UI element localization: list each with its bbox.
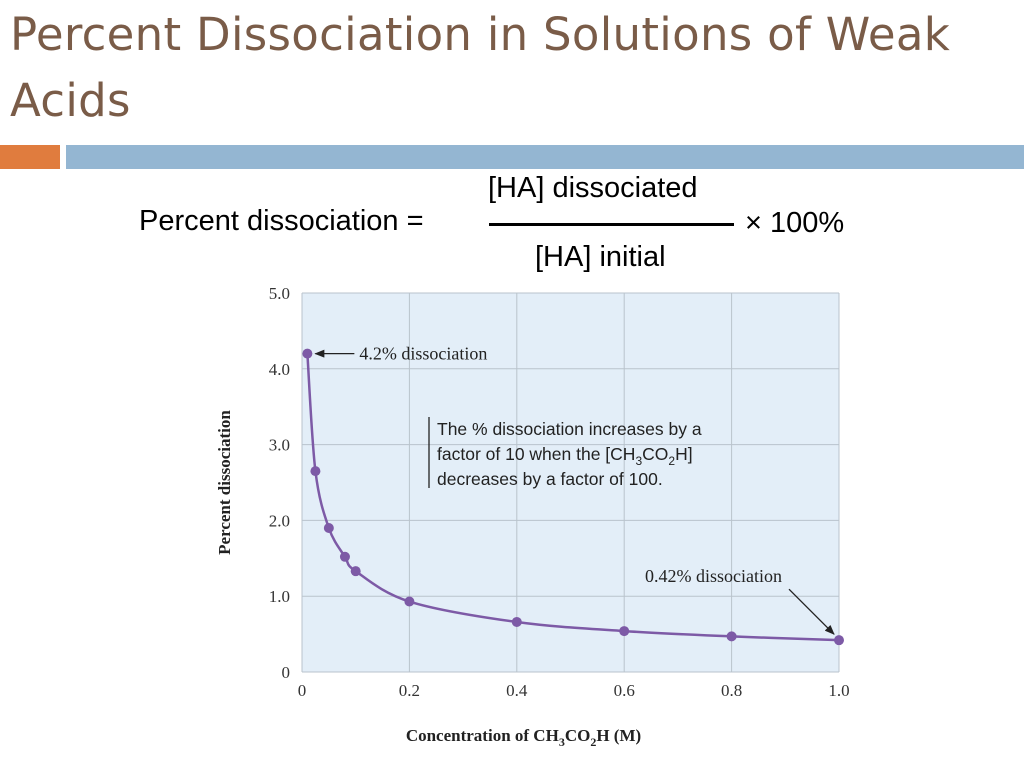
note-line-2: factor of 10 when the [CH3CO2H] [437,444,693,468]
annotation-note: The % dissociation increases by a factor… [428,417,702,489]
x-tick-label: 0.8 [721,681,742,700]
y-tick-label: 5.0 [269,284,290,303]
accent-bar-blue [66,145,1024,169]
x-tick-label: 0 [298,681,307,700]
annotation-arrow-low [788,588,835,635]
y-tick-label: 4.0 [269,360,290,379]
note-line-1: The % dissociation increases by a [437,419,702,439]
data-point [350,566,361,577]
x-tick-label: 1.0 [828,681,849,700]
percent-dissociation-chart: 0 0.2 0.4 0.6 0.8 1.0 0 1.0 2.0 3.0 4.0 5.0 Percent… [215,284,850,749]
formula-rhs: × 100% [745,207,845,239]
data-point [511,616,522,627]
formula-numerator: [HA] dissociated [488,172,698,204]
fraction-bar [489,223,734,226]
slide-title: Percent Dissociation in Solutions of Wea… [10,8,951,127]
plot-area [302,293,839,672]
grid-lines [301,292,840,673]
annotation-high-label: 4.2% dissociation [359,344,487,364]
formula-lhs: Percent dissociation = [139,205,424,237]
y-tick-label: 3.0 [269,436,290,455]
data-point [726,631,737,642]
y-axis-label: Percent dissociation [215,410,234,555]
formula-denominator: [HA] initial [535,241,666,273]
data-point [310,466,321,477]
data-point [619,626,630,637]
data-point [834,635,844,646]
x-tick-label: 0.4 [506,681,528,700]
x-axis-label: Concentration of CH3CO2H (M) [406,726,641,749]
percent-dissociation-formula: Percent dissociation = [HA] dissociated … [0,170,1024,280]
annotation-low-label: 0.42% dissociation [645,566,782,586]
y-tick-label: 1.0 [269,587,290,606]
y-tick-label: 0 [282,663,291,682]
data-points [302,348,844,646]
x-tick-label: 0.6 [614,681,635,700]
accent-bar-orange [0,145,60,169]
data-point [323,522,334,533]
data-point [339,551,350,562]
axis-ticks: 0 0.2 0.4 0.6 0.8 1.0 0 1.0 2.0 3.0 4.0 5.0 [269,284,850,700]
data-point [302,348,313,359]
x-tick-label: 0.2 [399,681,420,700]
y-tick-label: 2.0 [269,511,290,530]
note-line-3: decreases by a factor of 100. [437,469,663,489]
data-point [404,596,415,607]
